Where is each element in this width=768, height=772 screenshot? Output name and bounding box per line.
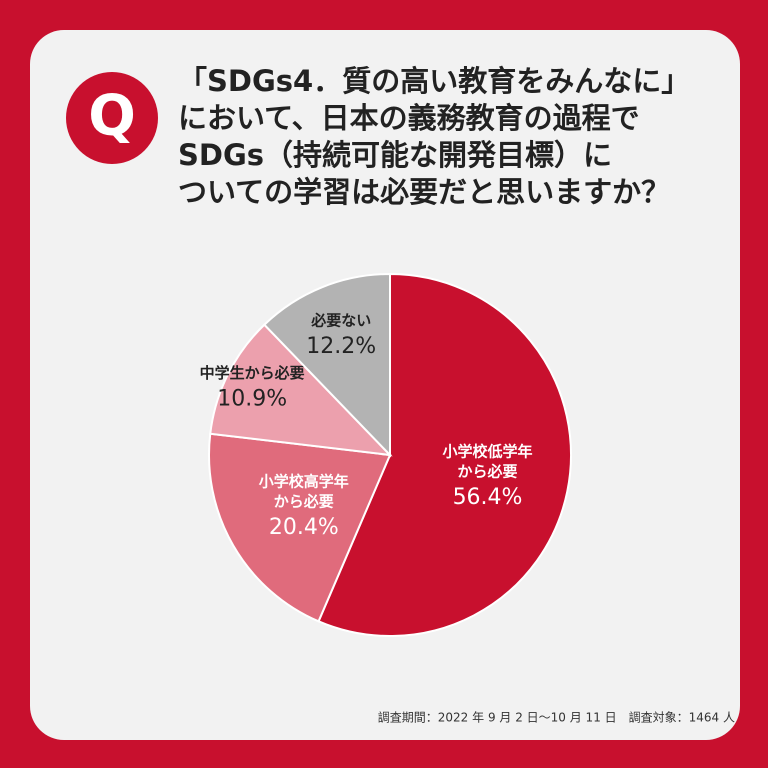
slice-label: 必要ない — [310, 312, 371, 330]
title-line: 「SDGs4．質の高い教育をみんなに」 — [178, 64, 690, 98]
slice-label: 中学生から必要 — [200, 364, 305, 382]
slice-value: 56.4% — [453, 485, 523, 510]
pie-slice — [208, 432, 392, 623]
slice-label: 小学校高学年 — [259, 472, 349, 490]
title-line: ついての学習は必要だと思いますか？ — [178, 175, 670, 209]
slice-label: から必要 — [458, 463, 518, 481]
pie-slice — [262, 272, 391, 458]
title: 「SDGs4．質の高い教育をみんなに」において、日本の義務教育の過程でSDGs（… — [178, 64, 690, 209]
slice-label: から必要 — [274, 492, 334, 510]
badge-circle — [66, 72, 158, 164]
title-line: SDGs（持続可能な開発目標）に — [178, 138, 612, 172]
title-line: において、日本の義務教育の過程で — [178, 101, 640, 135]
pie-slice — [317, 272, 572, 637]
badge-text: Q — [88, 84, 136, 149]
footnote: 調査期間：2022 年 9 月 2 日〜10 月 11 日 調査対象：1464 … — [378, 711, 735, 725]
slice-value: 10.9% — [217, 387, 287, 412]
slice-label: 小学校低学年 — [443, 443, 533, 461]
pie-slice — [209, 323, 393, 457]
slice-value: 20.4% — [269, 515, 339, 540]
slice-value: 12.2% — [306, 334, 376, 359]
pie: 小学校低学年から必要56.4%小学校高学年から必要20.4%中学生から必要10.… — [200, 272, 572, 637]
